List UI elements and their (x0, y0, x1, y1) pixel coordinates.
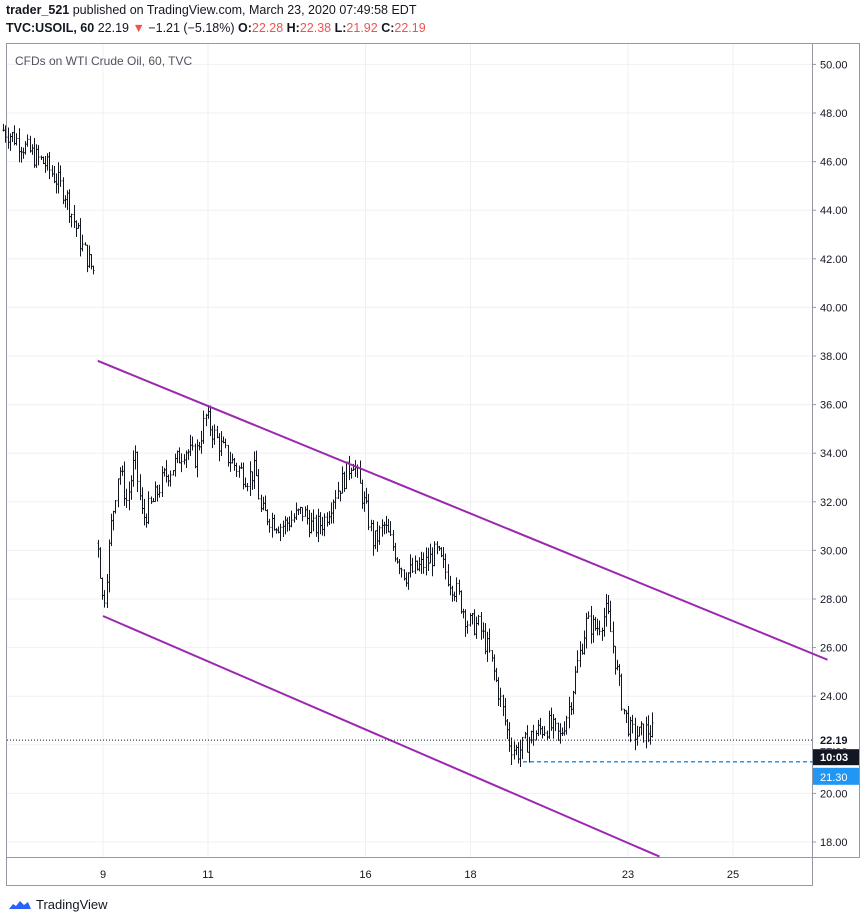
y-tick-label: 34.00 (820, 448, 848, 460)
y-tick-label: 44.00 (820, 205, 848, 217)
y-tick-label: 36.00 (820, 400, 848, 412)
countdown-tag-label: 10:03 (820, 752, 848, 764)
grid-lines (7, 44, 812, 857)
author-name[interactable]: trader_521 (6, 3, 70, 17)
last-price-tag-label: 22.19 (820, 735, 848, 747)
last-price-tag (813, 731, 859, 749)
y-tick-label: 42.00 (820, 254, 848, 266)
x-tick-label: 23 (622, 869, 634, 881)
x-tick-label: 16 (359, 869, 371, 881)
low-label: L: (334, 21, 347, 35)
countdown-tag (813, 749, 859, 766)
footer: TradingView (8, 897, 108, 912)
high-label: H: (286, 21, 300, 35)
channel-lines[interactable] (7, 359, 828, 858)
x-tick-label: 25 (727, 869, 739, 881)
channel-lower-line[interactable] (102, 615, 660, 858)
brand-name[interactable]: TradingView (36, 897, 108, 912)
y-tick-label: 18.00 (820, 837, 848, 849)
down-arrow-icon: ▼ (132, 21, 145, 35)
close-label: C: (381, 21, 395, 35)
x-tick-label: 11 (202, 869, 213, 881)
close-value: 22.19 (394, 21, 426, 35)
x-tick-label: 18 (464, 869, 476, 881)
x-tick-label: 9 (100, 869, 106, 881)
y-tick-label: 38.00 (820, 351, 848, 363)
open-value: 22.28 (251, 21, 284, 35)
level-tag-label: 21.30 (820, 772, 848, 784)
y-tick-label: 24.00 (820, 691, 848, 703)
x-tick-labels: 9 11 16 18 23 25 (100, 869, 739, 881)
y-tick-label: 20.00 (820, 788, 848, 800)
y-tick-label: 48.00 (820, 108, 848, 120)
candles (2, 123, 654, 768)
y-tick-label: 32.00 (820, 497, 848, 509)
last-price: 22.19 (97, 21, 129, 35)
y-tick-label: 26.00 (820, 643, 848, 655)
chart-title: CFDs on WTI Crude Oil, 60, TVC (15, 54, 192, 68)
price-axis-labels: 22.19 10:03 21.30 (813, 731, 859, 785)
publish-line: trader_521 published on TradingView.com,… (6, 3, 416, 17)
y-tick-label: 30.00 (820, 545, 848, 557)
ohlc-line: TVC:USOIL, 60 22.19 ▼ −1.21 (−5.18%) O:2… (6, 21, 426, 35)
tradingview-logo-icon (9, 900, 31, 909)
high-value: 22.38 (299, 21, 332, 35)
level-tag (813, 767, 859, 785)
channel-upper-line[interactable] (97, 359, 828, 661)
symbol-label: TVC:USOIL, 60 (6, 21, 95, 35)
time-axis[interactable] (6, 857, 813, 886)
y-tick-label: 40.00 (820, 302, 848, 314)
y-tick-label: 46.00 (820, 157, 848, 169)
low-value: 21.92 (346, 21, 378, 35)
y-tick-label: 28.00 (820, 594, 848, 606)
plot-area (6, 43, 813, 858)
open-label: O: (237, 21, 252, 35)
publish-info: published on TradingView.com, March 23, … (72, 3, 417, 17)
price-change: −1.21 (−5.18%) (148, 21, 235, 35)
price-axis[interactable] (812, 43, 860, 858)
y-tick-label: 50.00 (820, 59, 848, 71)
